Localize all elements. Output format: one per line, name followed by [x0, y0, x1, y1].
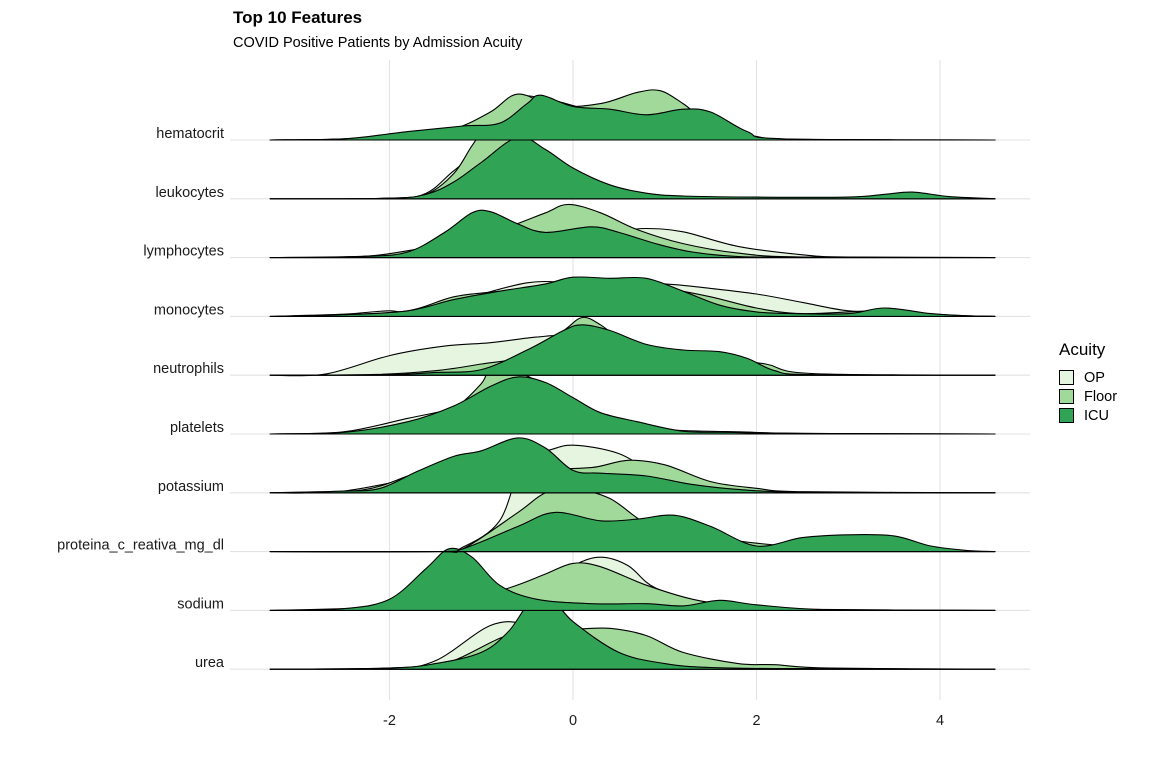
y-axis-labels: urea sodium proteina_c_reativa_mg_dl potass…: [57, 126, 225, 671]
x-tick-label: 4: [936, 713, 944, 729]
y-tick-label: sodium: [177, 596, 224, 612]
density-icu-hematocrit: [269, 94, 996, 141]
ridge-lymphocytes: [269, 203, 996, 259]
legend-item-icu: ICU: [1059, 406, 1117, 425]
density-icu-lymphocytes: [269, 209, 996, 259]
y-tick-label: urea: [195, 655, 225, 671]
y-tick-label: lymphocytes: [143, 244, 224, 260]
density-icu-neutrophils: [269, 324, 996, 376]
ridge-neutrophils: [269, 316, 996, 377]
ridges: [269, 89, 996, 670]
chart-subtitle: COVID Positive Patients by Admission Acu…: [233, 35, 523, 51]
x-tick-label: -2: [383, 713, 396, 729]
density-icu-sodium: [269, 547, 996, 611]
density-icu-leukocytes: [269, 136, 996, 200]
density-icu-monocytes: [269, 276, 996, 317]
legend-title: Acuity: [1059, 340, 1106, 359]
density-icu-proteina_c_reativa_mg_dl: [269, 511, 996, 553]
x-tick-label: 0: [569, 713, 577, 729]
ridge-proteina_c_reativa_mg_dl: [269, 456, 996, 554]
y-tick-label: leukocytes: [155, 185, 224, 201]
x-axis-labels: -2 0 2 4: [383, 713, 944, 729]
y-tick-label: platelets: [170, 420, 224, 436]
ridge-potassium: [269, 437, 996, 494]
chart-title: Top 10 Features: [233, 8, 363, 27]
legend-label-icu: ICU: [1084, 407, 1109, 424]
density-icu-potassium: [269, 437, 996, 494]
ridge-platelets: [269, 366, 996, 435]
legend-label-floor: Floor: [1084, 388, 1118, 405]
ridge-monocytes: [269, 276, 996, 317]
y-tick-label: hematocrit: [156, 126, 224, 142]
y-tick-label: potassium: [158, 479, 224, 495]
x-tick-label: 2: [752, 713, 760, 729]
density-icu-platelets: [269, 376, 996, 435]
ridge-urea: [269, 591, 996, 670]
density-icu-urea: [269, 591, 996, 670]
ridge-leukocytes: [269, 119, 996, 200]
legend: Acuity OP Floor ICU: [1059, 340, 1117, 425]
legend-swatch-floor: [1059, 389, 1074, 404]
y-tick-label: neutrophils: [153, 361, 224, 377]
y-tick-label: monocytes: [154, 302, 224, 318]
legend-item-op: OP: [1059, 368, 1117, 387]
legend-swatch-op: [1059, 370, 1074, 385]
y-tick-label: proteina_c_reativa_mg_dl: [57, 538, 224, 554]
legend-label-op: OP: [1084, 369, 1105, 386]
legend-item-floor: Floor: [1059, 387, 1117, 406]
legend-swatch-icu: [1059, 408, 1074, 423]
ridge-sodium: [269, 547, 996, 611]
ridge-hematocrit: [269, 89, 996, 141]
